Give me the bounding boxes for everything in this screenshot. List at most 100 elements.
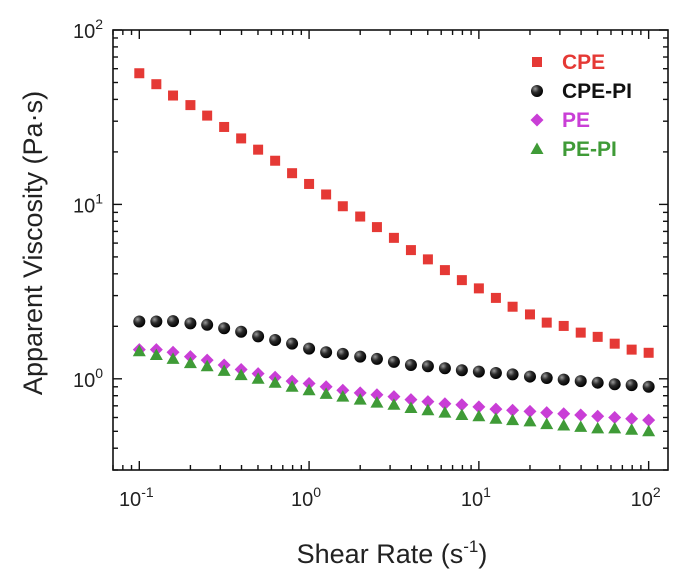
data-point <box>302 383 316 396</box>
x-tick-label: 100 <box>291 484 321 511</box>
data-point <box>421 403 435 416</box>
data-point <box>472 400 486 414</box>
legend: CPE CPE-PI PE PE-PI <box>530 51 632 161</box>
data-point <box>574 375 587 388</box>
data-point <box>269 333 282 346</box>
data-point <box>490 292 501 303</box>
data-point <box>253 144 264 155</box>
data-point <box>185 100 196 111</box>
data-point <box>219 121 230 132</box>
data-point <box>151 79 162 90</box>
legend-item-pe: PE <box>530 109 590 132</box>
data-point <box>592 331 603 342</box>
data-point <box>404 358 417 371</box>
data-point <box>404 401 418 414</box>
series-cpe-pi <box>133 315 655 393</box>
data-point <box>404 393 418 407</box>
data-point <box>354 350 367 363</box>
data-point <box>302 376 316 390</box>
x-axis-title-tail: ) <box>478 539 487 569</box>
series-pe-pi <box>132 344 656 437</box>
data-point <box>455 364 468 377</box>
legend-label: CPE <box>562 51 605 74</box>
data-point <box>625 412 639 426</box>
data-point <box>540 417 554 430</box>
data-point <box>218 322 231 335</box>
data-point <box>201 318 214 331</box>
data-point <box>132 344 146 357</box>
data-point <box>150 315 163 328</box>
data-point <box>591 409 605 423</box>
data-point <box>319 380 333 394</box>
data-point <box>286 337 299 350</box>
data-point <box>472 365 485 378</box>
data-point <box>134 68 145 79</box>
data-point <box>625 423 639 435</box>
data-point <box>287 168 298 179</box>
data-point <box>523 370 536 383</box>
legend-item-cpe-pi: CPE-PI <box>531 80 632 103</box>
legend-label: CPE-PI <box>562 80 632 103</box>
data-point <box>405 245 416 256</box>
data-point <box>370 388 384 402</box>
data-point <box>608 421 622 434</box>
data-point <box>270 155 281 166</box>
data-point <box>473 283 484 294</box>
data-point <box>217 364 231 376</box>
data-point <box>609 338 620 349</box>
data-point <box>540 406 554 420</box>
axis-ticks <box>112 29 668 471</box>
data-point <box>202 110 213 121</box>
y-tick-label: 100 <box>73 365 103 392</box>
data-point <box>438 362 451 375</box>
x-tick-label: 102 <box>631 484 661 511</box>
data-point <box>184 317 197 330</box>
data-markers <box>132 68 656 437</box>
data-point <box>489 402 503 416</box>
data-point <box>489 412 503 424</box>
data-point <box>149 348 163 360</box>
data-point <box>387 390 401 404</box>
data-point <box>642 413 656 427</box>
data-point <box>608 410 622 424</box>
data-point <box>455 398 469 412</box>
data-point <box>575 327 586 338</box>
data-point <box>321 189 332 200</box>
data-point <box>166 345 180 359</box>
data-point <box>234 368 248 381</box>
legend-marker <box>530 113 544 127</box>
legend-marker <box>530 142 544 154</box>
data-point <box>438 397 452 411</box>
data-point <box>439 265 450 276</box>
data-point <box>371 222 382 233</box>
data-point <box>472 409 486 422</box>
data-point <box>336 347 349 360</box>
data-point <box>133 315 146 328</box>
data-point <box>370 352 383 365</box>
data-point <box>557 373 570 386</box>
data-point <box>506 368 519 381</box>
data-point <box>574 420 588 432</box>
x-axis-title-exponent: -1 <box>463 537 478 556</box>
legend-item-cpe: CPE <box>532 51 605 74</box>
data-point <box>167 315 180 328</box>
data-point <box>200 359 214 372</box>
series-pe <box>132 343 656 427</box>
data-point <box>252 330 265 343</box>
legend-label: PE-PI <box>562 138 617 161</box>
y-axis-title: Apparent Viscosity (Pa·s) <box>18 91 48 395</box>
data-point <box>625 379 638 392</box>
data-point <box>506 413 520 426</box>
data-point <box>541 317 552 328</box>
x-axis-title-main: Shear Rate (s <box>297 539 464 569</box>
legend-marker <box>532 57 542 67</box>
data-point <box>166 352 180 364</box>
data-point <box>558 320 569 331</box>
data-point <box>455 408 469 421</box>
data-point <box>336 390 350 402</box>
y-tick-label: 101 <box>73 190 103 217</box>
data-point <box>355 211 366 222</box>
data-point <box>523 404 537 418</box>
